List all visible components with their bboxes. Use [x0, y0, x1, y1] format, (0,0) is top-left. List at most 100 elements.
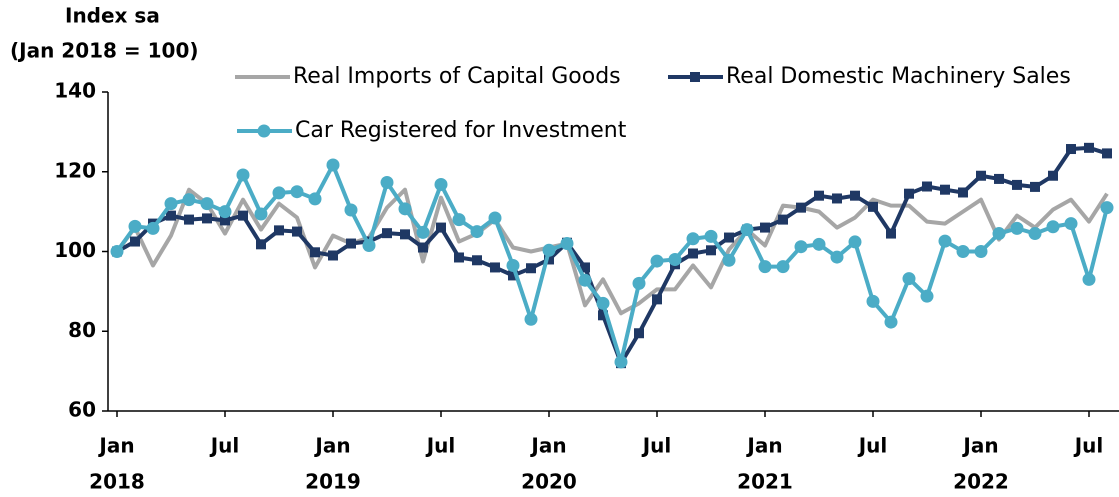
x-tick-label: Jul — [209, 434, 240, 458]
y-tick-label: 100 — [54, 238, 96, 262]
marker — [778, 214, 788, 225]
legend-label: Real Domestic Machinery Sales — [726, 64, 1071, 89]
marker — [832, 193, 842, 204]
x-tick-label: Jan — [529, 434, 566, 458]
marker — [452, 213, 466, 227]
x-tick-label: Jan — [961, 434, 998, 458]
x-tick-label: Jul — [857, 434, 888, 458]
marker — [634, 328, 644, 339]
marker — [506, 258, 520, 272]
marker — [904, 188, 914, 199]
marker — [740, 223, 754, 237]
x-tick-label: Jul — [641, 434, 672, 458]
marker — [1028, 227, 1042, 241]
marker — [1064, 217, 1078, 231]
x-year-label: 2018 — [89, 470, 145, 494]
marker — [722, 253, 736, 267]
marker — [886, 228, 896, 239]
marker — [218, 205, 232, 219]
marker — [830, 250, 844, 264]
marker — [1100, 201, 1114, 215]
marker — [652, 294, 662, 305]
marker — [256, 239, 266, 250]
marker — [382, 228, 392, 239]
series-line — [115, 187, 1109, 316]
marker — [994, 173, 1004, 184]
x-year-label: 2019 — [305, 470, 361, 494]
marker — [416, 225, 430, 239]
marker — [146, 221, 160, 235]
marker — [238, 210, 248, 221]
marker — [418, 242, 428, 253]
marker — [1010, 221, 1024, 235]
legend-marker — [257, 124, 271, 138]
marker — [686, 232, 700, 246]
marker — [454, 252, 464, 263]
marker — [362, 239, 376, 253]
marker — [130, 236, 140, 247]
marker — [326, 158, 340, 172]
marker — [850, 190, 860, 201]
marker — [490, 262, 500, 273]
marker — [956, 245, 970, 258]
x-year-label: 2021 — [737, 470, 793, 494]
marker — [182, 193, 196, 207]
x-year-label: 2022 — [953, 470, 1009, 494]
marker — [938, 234, 952, 248]
marker — [470, 225, 484, 239]
x-tick-label: Jan — [745, 434, 782, 458]
marker — [632, 276, 646, 290]
marker — [1012, 179, 1022, 190]
y-tick-label: 80 — [68, 318, 96, 342]
marker — [524, 312, 538, 326]
marker — [776, 260, 790, 274]
marker — [1084, 142, 1094, 153]
marker — [236, 168, 250, 182]
marker — [812, 237, 826, 251]
legend-label: Real Imports of Capital Goods — [293, 64, 621, 89]
marker — [580, 262, 590, 273]
marker — [1046, 220, 1060, 234]
y-tick-label: 140 — [54, 79, 96, 103]
marker — [596, 296, 610, 310]
marker — [706, 245, 716, 256]
marker — [848, 235, 862, 249]
marker — [760, 222, 770, 233]
legend-label: Car Registered for Investment — [295, 118, 627, 143]
marker — [292, 226, 302, 237]
x-year-label: 2020 — [521, 470, 577, 494]
marker — [958, 187, 968, 198]
marker — [472, 255, 482, 266]
marker — [380, 176, 394, 190]
marker — [128, 219, 142, 233]
marker — [668, 252, 682, 266]
marker — [1082, 272, 1096, 286]
x-tick-label: Jul — [1073, 434, 1104, 458]
marker — [724, 232, 734, 243]
marker — [310, 247, 320, 258]
marker — [814, 190, 824, 201]
marker — [220, 215, 230, 226]
marker — [344, 203, 358, 217]
marker — [254, 207, 268, 221]
marker — [704, 229, 718, 243]
marker — [902, 272, 916, 286]
marker — [274, 225, 284, 236]
marker — [650, 254, 664, 268]
marker — [184, 214, 194, 225]
marker — [868, 201, 878, 212]
marker — [758, 260, 772, 274]
marker — [1066, 144, 1076, 155]
marker — [1030, 181, 1040, 192]
marker — [488, 211, 502, 225]
marker — [796, 202, 806, 213]
y-axis-label: (Jan 2018 = 100) — [10, 39, 199, 63]
marker — [166, 210, 176, 221]
marker — [544, 254, 554, 265]
x-tick-label: Jul — [425, 434, 456, 458]
marker — [884, 315, 898, 329]
marker — [164, 197, 178, 211]
marker — [922, 181, 932, 192]
marker — [272, 186, 286, 200]
